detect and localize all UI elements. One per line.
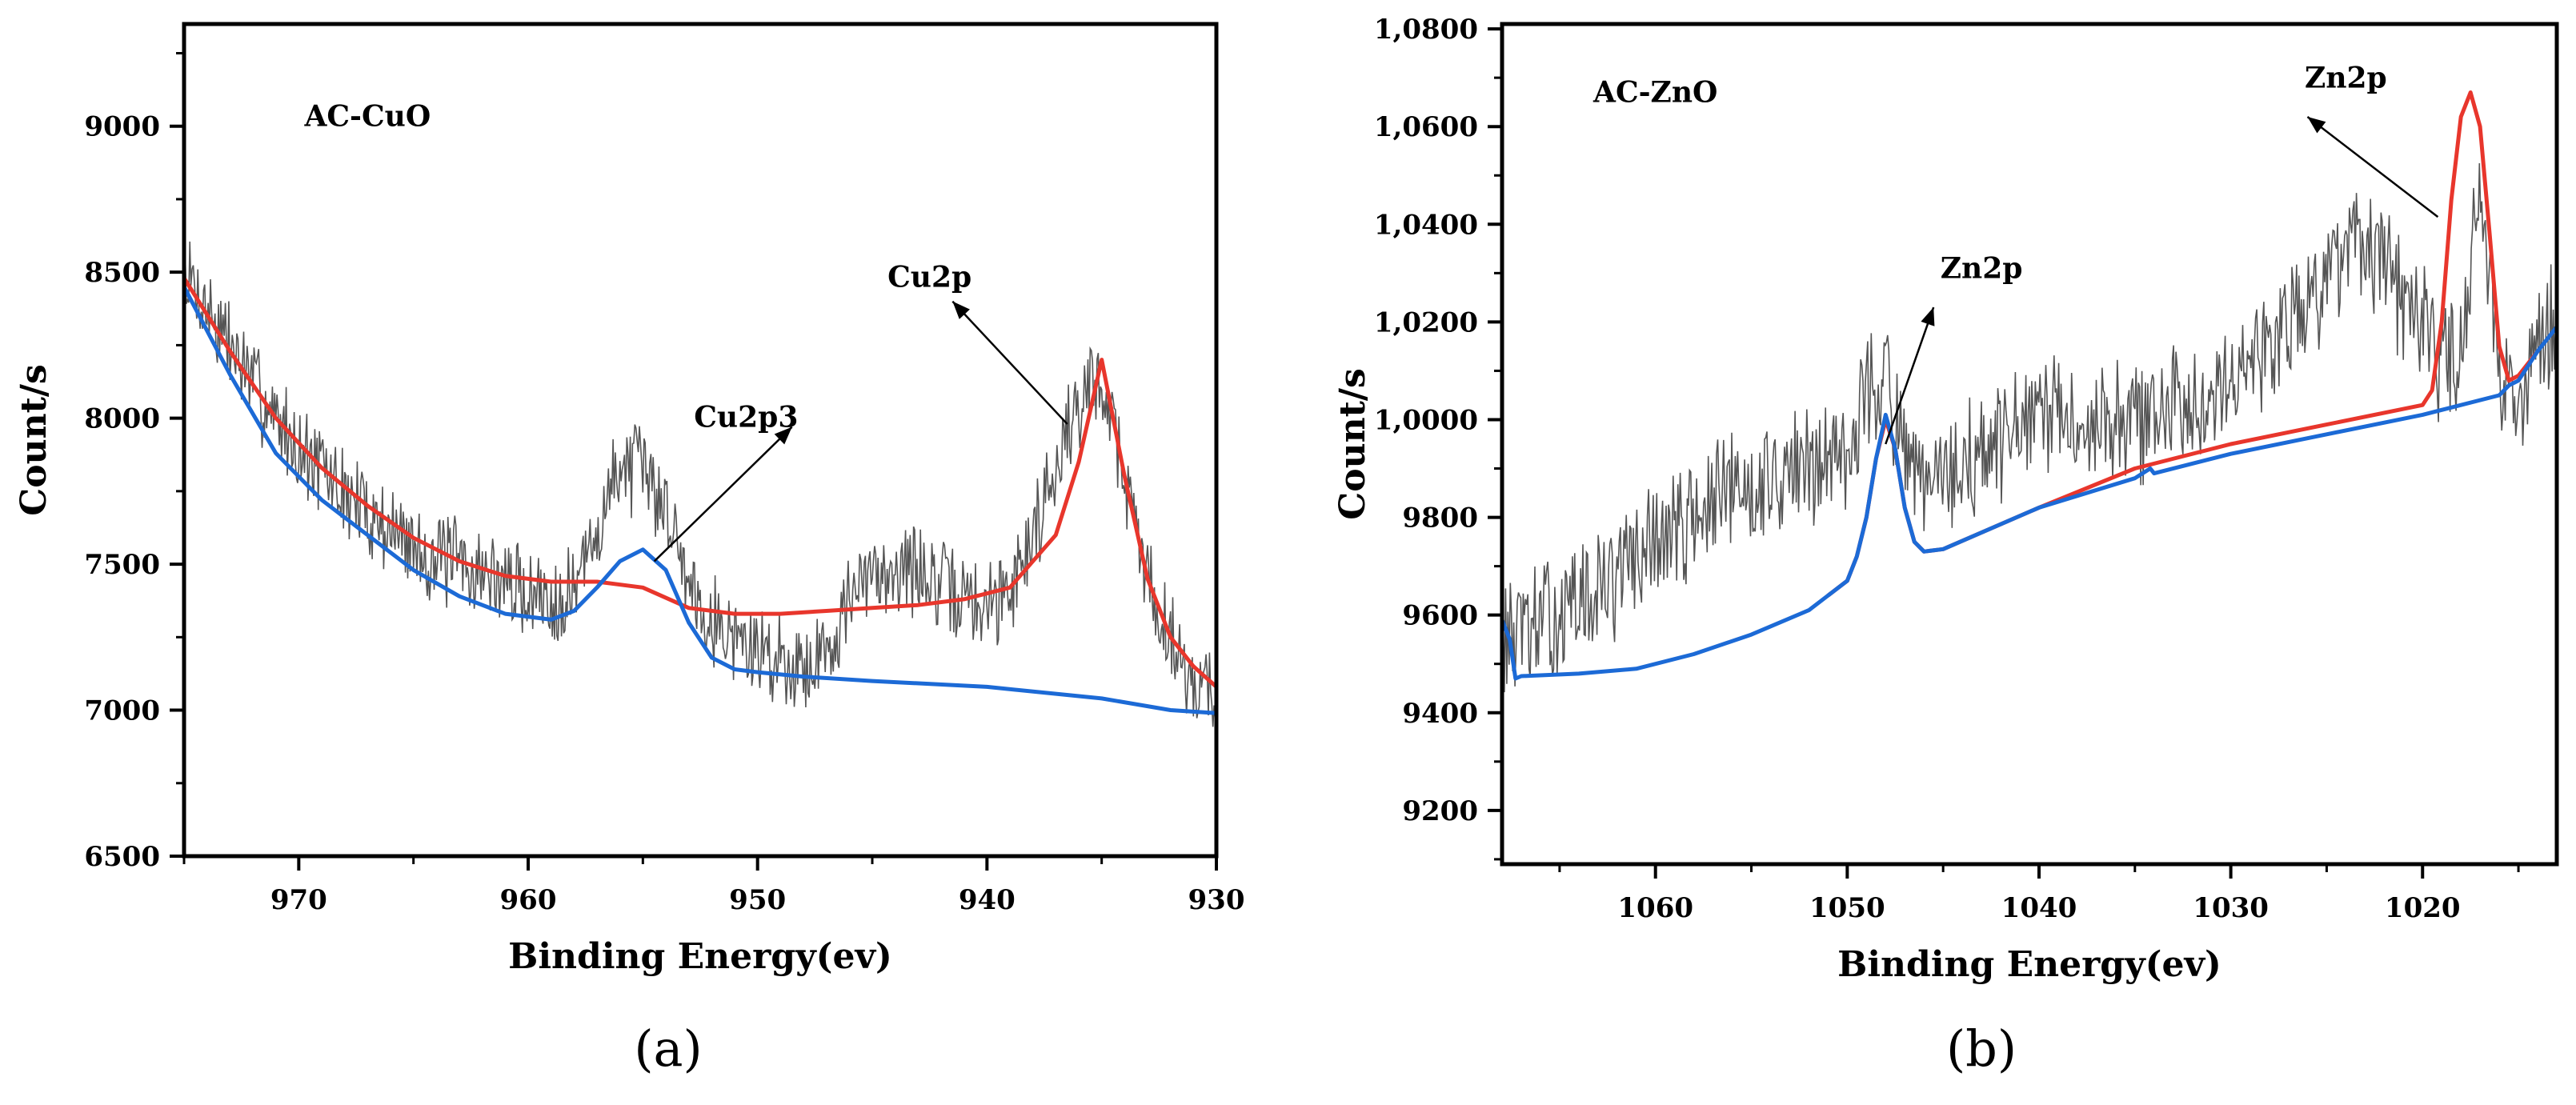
raw-spectrum-line <box>1502 162 2557 693</box>
peak-label: Cu2p <box>887 260 972 294</box>
y-tick-label: 8000 <box>84 403 160 435</box>
y-tick-label: 9800 <box>1402 502 1478 534</box>
x-tick-label: 1020 <box>2385 892 2461 924</box>
y-tick-label: 1,0400 <box>1374 209 1478 241</box>
background-fit-line <box>1502 325 2557 681</box>
x-tick-label: 1030 <box>2193 892 2269 924</box>
x-tick-label: 940 <box>959 884 1016 916</box>
x-tick-label: 1050 <box>1809 892 1885 924</box>
fit-envelope-line <box>1825 90 2540 598</box>
annotation-arrow-line <box>653 426 793 563</box>
x-tick-label: 1060 <box>1617 892 1693 924</box>
annotation-arrowhead <box>774 426 792 445</box>
y-axis-title: Count/s <box>1332 368 1373 520</box>
annotation-arrowhead <box>1921 307 1935 326</box>
annotation-arrow-line <box>2306 115 2439 218</box>
x-axis-title: Binding Energy(ev) <box>508 936 892 977</box>
panel-label: (a) <box>634 1019 702 1078</box>
annotation-arrow-line <box>1885 306 1935 445</box>
y-tick-label: 1,0200 <box>1374 306 1478 338</box>
sample-label: AC-ZnO <box>1592 76 1717 110</box>
peak-label: Cu2p3 <box>694 401 798 434</box>
plot-frame <box>182 22 1219 859</box>
y-tick-label: 9200 <box>1402 795 1478 827</box>
raw-spectrum-line <box>184 241 1216 733</box>
x-tick-label: 950 <box>729 884 786 916</box>
plot-area <box>184 241 1216 733</box>
y-tick-label: 1,0000 <box>1374 404 1478 436</box>
fit-envelope-line <box>184 276 1216 689</box>
y-tick-label: 1,0600 <box>1374 111 1478 143</box>
y-tick-label: 9600 <box>1402 600 1478 632</box>
x-tick-label: 960 <box>500 884 557 916</box>
y-tick-label: 7000 <box>84 695 160 727</box>
x-tick-label: 930 <box>1188 884 1245 916</box>
annotation-arrowhead <box>952 301 970 319</box>
y-axis-title: Count/s <box>14 364 54 516</box>
y-tick-label: 9000 <box>84 111 160 143</box>
peak-label: Zn2p <box>2305 61 2387 94</box>
plot-area <box>1502 90 2557 693</box>
x-axis-title: Binding Energy(ev) <box>1837 944 2221 985</box>
panel-b-chart: 1060 1050 1040 1030 1020 9200 9400 9600 9800 1,00… <box>1332 14 2559 1078</box>
background-fit-line <box>184 284 1216 715</box>
annotation-arrow-line <box>951 300 1068 425</box>
y-tick-label: 9400 <box>1402 698 1478 730</box>
y-tick-label: 8500 <box>84 257 160 289</box>
x-tick-label: 970 <box>270 884 327 916</box>
y-tick-label: 7500 <box>84 549 160 581</box>
plot-frame <box>1500 22 2559 867</box>
annotation-arrowhead <box>2307 116 2326 134</box>
peak-label: Zn2p <box>1941 251 2023 285</box>
x-tick-label: 1040 <box>2001 892 2077 924</box>
panel-a-chart: 970 960 950 940 930 6500 7000 7500 8000 8500 9000 B… <box>14 22 1245 1078</box>
sample-label: AC-CuO <box>303 100 431 134</box>
y-tick-label: 1,0800 <box>1374 14 1478 46</box>
y-tick-label: 6500 <box>84 841 160 873</box>
panel-label: (b) <box>1946 1019 2017 1078</box>
